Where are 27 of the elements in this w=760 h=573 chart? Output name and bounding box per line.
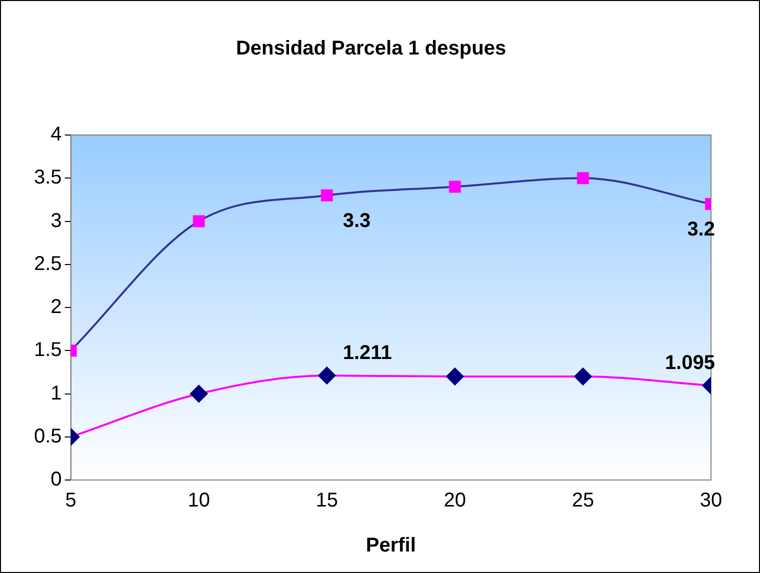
y-tick-label: 1.5 [34, 339, 62, 362]
y-tick-label: 0 [50, 468, 62, 491]
point [190, 385, 208, 402]
x-tick-label: 30 [700, 490, 722, 512]
chart-title: Densidad Parcela 1 despues [236, 38, 506, 60]
y-tick-label: 0.5 [34, 425, 62, 448]
y-tick-label: 4 [50, 124, 62, 146]
point [320, 189, 333, 202]
data-label: 3.2 [687, 218, 715, 241]
x-axis-title: Perfil [366, 534, 416, 557]
x-tick-label: 20 [444, 490, 466, 512]
x-tick-label: 10 [188, 490, 210, 512]
point [192, 215, 205, 228]
data-label: 3.3 [342, 210, 371, 232]
data-label: 1.095 [664, 352, 715, 374]
y-tick-label: 3.5 [34, 166, 62, 189]
x-tick-label: 15 [316, 490, 338, 512]
y-tick-label: 2 [50, 296, 62, 318]
y-tick-label: 1 [50, 382, 62, 404]
point [446, 368, 464, 386]
y-tick-label: 2.5 [34, 252, 62, 275]
point [318, 366, 336, 384]
point [448, 180, 461, 193]
x-tick-label: 25 [572, 490, 594, 512]
x-tick-label: 5 [65, 490, 76, 512]
data-label: 1.211 [342, 342, 392, 364]
y-tick-label: 3 [50, 210, 62, 232]
